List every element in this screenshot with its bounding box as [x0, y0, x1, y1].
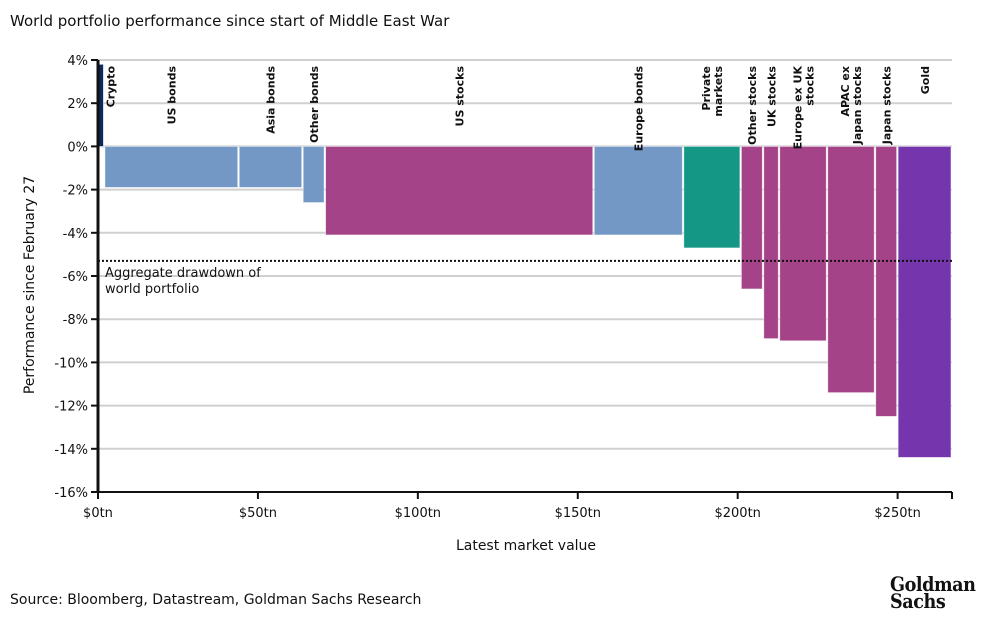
- y-tick-label: -10%: [54, 356, 88, 371]
- logo-line-2: Sachs: [890, 589, 946, 613]
- x-axis-label: Latest market value: [456, 538, 596, 554]
- category-label: Japan stocks: [851, 66, 864, 146]
- bar-us-bonds: [104, 145, 239, 188]
- goldman-sachs-logo: Goldman Sachs: [890, 572, 976, 613]
- bar-other-stocks: [740, 145, 763, 290]
- logo-line-1: Goldman: [890, 572, 976, 596]
- y-tick-label: -4%: [63, 227, 88, 242]
- bar-europe-ex-uk-stocks: [779, 145, 827, 342]
- category-label: stocks: [803, 66, 816, 106]
- bar-asia-bonds: [238, 145, 303, 188]
- y-tick-label: -6%: [63, 270, 88, 285]
- x-tick-label: $250tn: [874, 506, 920, 521]
- category-label: Other bonds: [308, 66, 321, 143]
- category-label: APAC ex: [839, 66, 852, 117]
- y-tick-label: 2%: [67, 97, 88, 112]
- category-label: Gold: [919, 66, 932, 94]
- category-label: Europe bonds: [633, 66, 646, 152]
- aggregate-drawdown-label: Aggregate drawdown of: [105, 266, 261, 281]
- source-note: Source: Bloomberg, Datastream, Goldman S…: [10, 592, 422, 608]
- category-label: Private: [700, 66, 713, 111]
- category-label: UK stocks: [765, 66, 778, 127]
- x-tick-label: $0tn: [83, 506, 113, 521]
- y-tick-label: 0%: [67, 140, 88, 155]
- bar-uk-stocks: [763, 145, 779, 340]
- bar-us-stocks: [325, 145, 594, 236]
- x-tick-label: $200tn: [714, 506, 760, 521]
- y-tick-label: -12%: [54, 400, 88, 415]
- x-tick-label: $150tn: [555, 506, 601, 521]
- category-label: Japan stocks: [880, 66, 893, 146]
- category-label: Europe ex UK: [791, 66, 804, 150]
- x-tick-label: $50tn: [239, 506, 277, 521]
- y-tick-label: -16%: [54, 486, 88, 501]
- bar-private-markets: [683, 145, 741, 249]
- category-label: Asia bonds: [265, 66, 278, 134]
- category-label: markets: [712, 66, 725, 117]
- y-tick-label: -14%: [54, 443, 88, 458]
- bar-gold: [897, 145, 952, 458]
- category-label: Crypto: [104, 66, 117, 108]
- category-label: US bonds: [166, 66, 179, 125]
- y-tick-label: -2%: [63, 184, 88, 199]
- aggregate-drawdown-label: world portfolio: [105, 282, 199, 297]
- y-tick-label: 4%: [67, 54, 88, 69]
- category-label: US stocks: [453, 66, 466, 127]
- bar-japan-stocks: [875, 145, 898, 417]
- chart-title: World portfolio performance since start …: [10, 12, 450, 30]
- y-tick-label: -8%: [63, 313, 88, 328]
- category-label: Other stocks: [746, 66, 759, 145]
- bar-europe-bonds: [593, 145, 683, 236]
- x-tick-label: $100tn: [395, 506, 441, 521]
- y-axis-label: Performance since February 27: [22, 176, 38, 394]
- bar-other-bonds: [302, 145, 325, 203]
- bar-apac-ex-japan-stocks: [827, 145, 875, 394]
